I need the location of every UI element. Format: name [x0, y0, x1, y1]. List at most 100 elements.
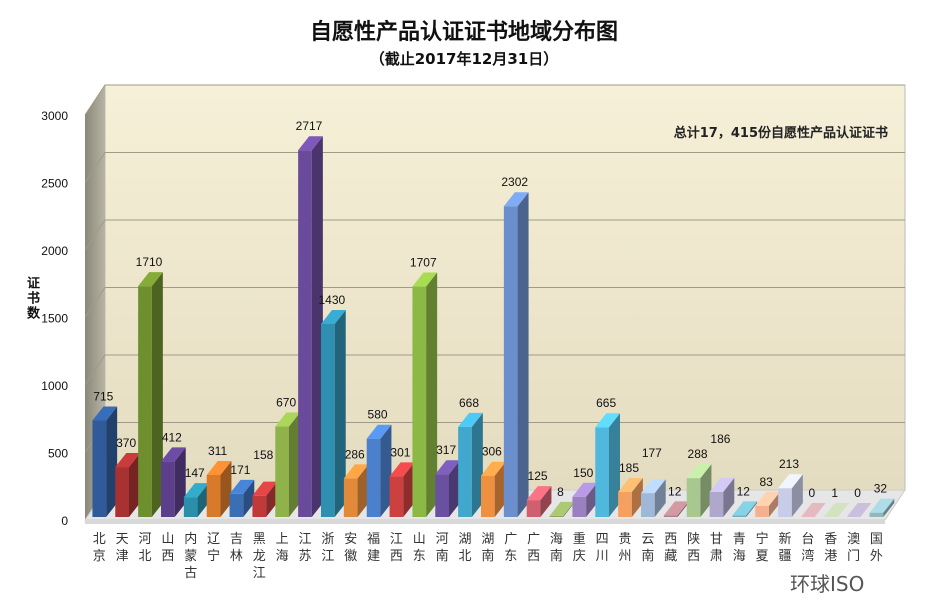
data-label: 147 [185, 466, 205, 480]
bar-top [206, 461, 232, 476]
x-tick-label: 江 [390, 532, 403, 547]
bar-top [801, 503, 826, 517]
bar-front [686, 478, 701, 517]
data-label: 317 [436, 443, 456, 457]
bar-top [846, 503, 872, 517]
gridline [84, 219, 905, 251]
bar [846, 503, 872, 517]
bar-top [869, 498, 895, 513]
bar [92, 406, 118, 517]
bar-side [609, 413, 620, 517]
bar-top [755, 491, 780, 506]
data-label: 150 [573, 466, 593, 480]
x-tick-label: 吉 [230, 532, 243, 547]
y-tick-label: 2000 [41, 244, 68, 258]
x-tick-label: 重 [573, 531, 586, 547]
y-tick-label: 1500 [41, 312, 68, 326]
bar [412, 272, 438, 517]
bar [686, 464, 712, 517]
total-annotation: 总计17，415份自愿性产品认证证书 [674, 125, 888, 141]
bar-side [220, 461, 232, 517]
bar [641, 479, 666, 517]
bar-side [563, 501, 575, 517]
bar-side [837, 502, 849, 517]
bar [161, 447, 186, 517]
x-tick-label: 港 [824, 549, 837, 564]
bar-top [458, 412, 483, 427]
x-tick-label: 西 [687, 549, 700, 564]
data-label: 288 [688, 447, 708, 461]
bar-side [471, 412, 483, 517]
x-tick-label: 安 [344, 532, 357, 547]
x-tick-label: 四 [596, 532, 609, 547]
x-tick-label: 甘 [710, 532, 723, 547]
bar-side [311, 136, 323, 517]
data-label: 83 [759, 475, 773, 489]
bar-top [709, 477, 735, 492]
bar-side [746, 501, 758, 517]
x-tick-label: 徽 [344, 549, 357, 564]
bar-top [92, 406, 118, 421]
bar-side [243, 479, 255, 517]
watermark: 环球ISO [790, 572, 865, 596]
data-label: 580 [368, 408, 388, 422]
data-label: 286 [345, 447, 365, 461]
bar-top [549, 501, 575, 516]
x-tick-label: 山 [413, 532, 426, 547]
bar [481, 461, 506, 517]
x-tick-label: 海 [733, 549, 746, 564]
bar-top [343, 464, 369, 479]
bar [709, 477, 735, 517]
bar-front [503, 206, 518, 518]
x-tick-label: 河 [436, 532, 449, 547]
bar-top [229, 479, 255, 494]
data-label: 311 [208, 444, 227, 458]
bar-side [106, 406, 118, 517]
bar-front [275, 426, 289, 517]
data-label: 1710 [136, 255, 163, 269]
bar [732, 501, 758, 517]
data-label: 301 [390, 445, 410, 459]
bar-front [663, 515, 678, 517]
data-label: 2302 [501, 175, 528, 189]
x-tick-label: 门 [847, 549, 860, 564]
chart-title: 自愿性产品认证证书地域分布图 [309, 20, 618, 45]
x-tick-label: 广 [527, 532, 540, 547]
x-tick-label: 南 [436, 548, 449, 564]
x-tick-label: 澳 [847, 531, 860, 547]
data-label: 12 [668, 484, 682, 498]
bar-front [229, 493, 244, 517]
bar [778, 474, 803, 517]
bar-front [183, 497, 198, 517]
data-label: 186 [710, 432, 730, 446]
x-tick-label: 云 [641, 532, 654, 547]
bar-front [92, 420, 107, 517]
bar-side [494, 461, 506, 517]
x-tick-label: 州 [618, 549, 631, 564]
x-tick-label: 新 [778, 531, 791, 547]
bar-top [366, 424, 392, 439]
bar-top [252, 481, 278, 496]
bar [801, 503, 826, 517]
data-label: 306 [482, 445, 502, 459]
x-tick-label: 西 [664, 532, 677, 547]
x-tick-label: 黑 [253, 532, 266, 547]
x-tick-label: 北 [138, 549, 151, 564]
x-tick-label: 湾 [801, 548, 814, 564]
data-label: 665 [596, 396, 616, 410]
bar-front [115, 467, 129, 517]
gridline [84, 84, 905, 116]
bar [252, 481, 278, 517]
data-label: 177 [642, 446, 662, 460]
x-tick-label: 山 [161, 532, 174, 547]
x-tick-label: 福 [367, 532, 380, 547]
bar [321, 309, 346, 517]
bar-side [723, 477, 735, 517]
bar [823, 502, 849, 517]
bar-top [663, 501, 689, 516]
data-label: 2717 [296, 119, 323, 133]
bar-side [426, 272, 438, 517]
bar-front [549, 515, 564, 517]
y-tick-label: 500 [48, 447, 68, 461]
x-tick-label: 京 [93, 549, 106, 564]
